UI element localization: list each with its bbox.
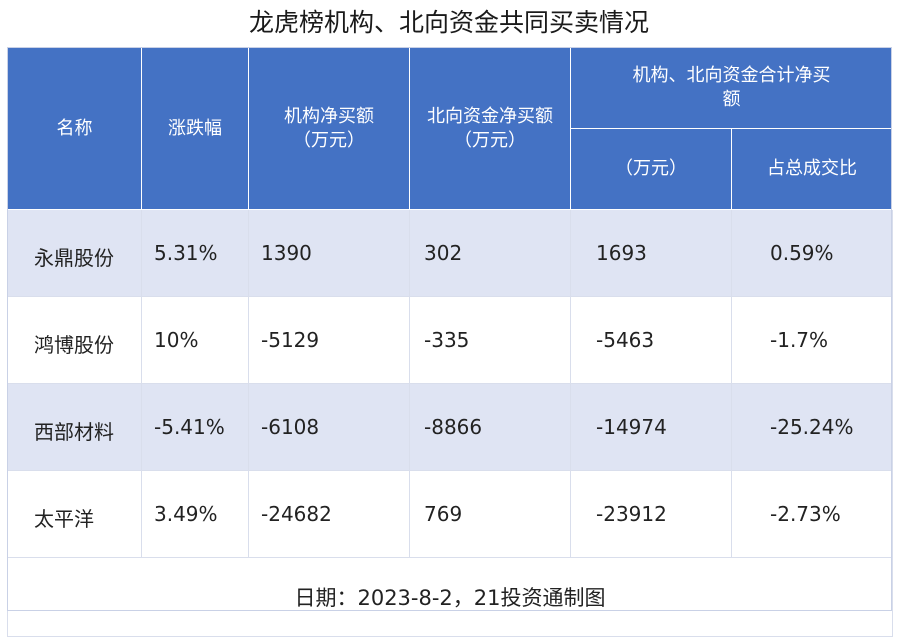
table-row: 太平洋 3.49% -24682 769 -23912 -2.73% — [7, 470, 893, 558]
data-table: 名称 涨跌幅 机构净买额（万元） 北向资金净买额（万元） 机构、北向资金合计净买… — [7, 47, 893, 637]
cell-combined: 1693 — [570, 209, 732, 297]
header-inst-net-buy: 机构净买额（万元） — [248, 47, 410, 210]
header-name: 名称 — [7, 47, 142, 210]
cell-name: 永鼎股份 — [7, 209, 142, 297]
header-combined-amount: （万元） — [570, 128, 732, 210]
header-change: 涨跌幅 — [141, 47, 249, 210]
page-title: 龙虎榜机构、北向资金共同买卖情况 — [248, 8, 649, 37]
cell-north: -8866 — [409, 383, 571, 471]
cell-ratio: 0.59% — [731, 209, 893, 297]
cell-name: 鸿博股份 — [7, 296, 142, 384]
table-row: 鸿博股份 10% -5129 -335 -5463 -1.7% — [7, 296, 893, 384]
header-combined-ratio: 占总成交比 — [731, 128, 893, 210]
table-row: 西部材料 -5.41% -6108 -8866 -14974 -25.24% — [7, 383, 893, 471]
cell-change: 5.31% — [141, 209, 249, 297]
cell-change: -5.41% — [141, 383, 249, 471]
cell-inst: -6108 — [248, 383, 410, 471]
cell-ratio: -2.73% — [731, 470, 893, 558]
cell-name: 西部材料 — [7, 383, 142, 471]
cell-north: -335 — [409, 296, 571, 384]
source-footer: 日期：2023-8-2，21投资通制图 — [7, 557, 893, 637]
header-combined-group: 机构、北向资金合计净买额 — [570, 47, 893, 129]
cell-north: 302 — [409, 209, 571, 297]
cell-inst: 1390 — [248, 209, 410, 297]
cell-north: 769 — [409, 470, 571, 558]
cell-combined: -14974 — [570, 383, 732, 471]
cell-combined: -5463 — [570, 296, 732, 384]
cell-combined: -23912 — [570, 470, 732, 558]
cell-ratio: -1.7% — [731, 296, 893, 384]
cell-change: 10% — [141, 296, 249, 384]
header-north-net-buy: 北向资金净买额（万元） — [409, 47, 571, 210]
cell-name: 太平洋 — [7, 470, 142, 558]
cell-inst: -5129 — [248, 296, 410, 384]
cell-change: 3.49% — [141, 470, 249, 558]
table-row: 永鼎股份 5.31% 1390 302 1693 0.59% — [7, 209, 893, 297]
cell-inst: -24682 — [248, 470, 410, 558]
cell-ratio: -25.24% — [731, 383, 893, 471]
